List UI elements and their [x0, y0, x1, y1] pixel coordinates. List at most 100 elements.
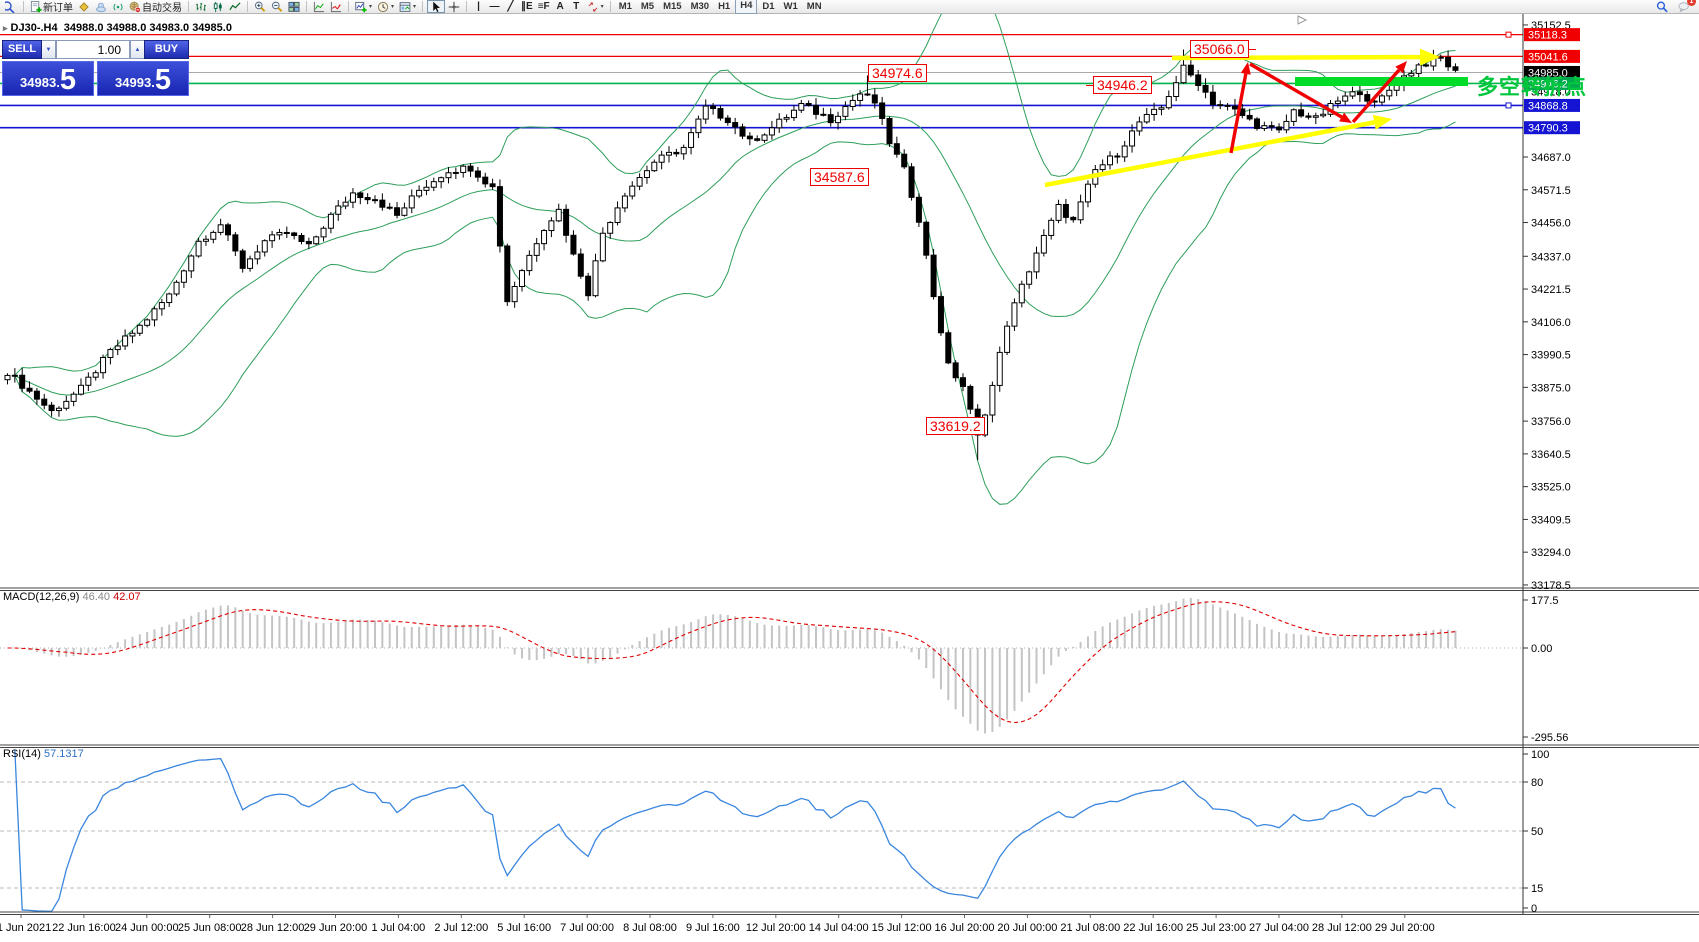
svg-text:33294.0: 33294.0: [1531, 547, 1571, 559]
text-button[interactable]: A: [553, 0, 568, 13]
timeframe-button-mn[interactable]: MN: [806, 1, 822, 12]
cursor-button[interactable]: [427, 0, 446, 13]
red-zigzag-up-2[interactable]: [1351, 61, 1407, 124]
red-zigzag-up-1[interactable]: [1229, 62, 1251, 154]
period-menu-button[interactable]: ▾: [375, 0, 396, 13]
chart-title: ▸ DJ30-.H4 34988.0 34988.0 34983.0 34985.…: [3, 22, 232, 34]
text-button-glyph: A: [556, 1, 564, 12]
price-callout-34946.2[interactable]: 34946.2: [1086, 76, 1152, 94]
arrows-tool-button[interactable]: ▾: [585, 0, 606, 13]
timeframe-button-m1[interactable]: M1: [618, 1, 632, 12]
svg-text:9 Jul 16:00: 9 Jul 16:00: [686, 922, 740, 934]
svg-text:2 Jul 12:00: 2 Jul 12:00: [434, 922, 488, 934]
autotrade-button-label: 自动交易: [142, 3, 182, 14]
new-chart-button[interactable]: ▾: [353, 0, 374, 13]
price-callout-34587.6[interactable]: 34587.6: [810, 168, 869, 186]
timeframe-button-h4[interactable]: H4: [735, 0, 758, 14]
red-zigzag-down[interactable]: [1249, 62, 1352, 123]
macd-panel: [0, 598, 1523, 734]
timeframe-button-m5[interactable]: M5: [640, 1, 655, 12]
price-callout-34974.6[interactable]: 34974.6: [868, 64, 927, 82]
trendline-button[interactable]: ╱: [503, 0, 518, 13]
dropdown-arrow-icon: ▾: [391, 4, 395, 10]
svg-text:21 Jun 2021: 21 Jun 2021: [0, 922, 51, 934]
new-chart-icon: [355, 1, 367, 13]
toolbar-separator: [23, 1, 24, 12]
styles-icon[interactable]: [76, 0, 92, 13]
timeframe-button-m15[interactable]: M15: [663, 1, 682, 12]
indicators-button[interactable]: [311, 0, 327, 13]
search-icon[interactable]: [1654, 0, 1670, 13]
price-axis: 35152.534918.034687.034571.534456.034337…: [1523, 20, 1580, 592]
text-label-button[interactable]: T: [569, 0, 584, 13]
timeframe-button-h1[interactable]: H1: [718, 1, 731, 12]
zoom-out-icon: [271, 1, 283, 13]
zoom-in-icon: [254, 1, 266, 13]
timeframe-button-d1[interactable]: D1: [762, 1, 775, 12]
volume-increase-button[interactable]: ▲: [130, 40, 144, 59]
fibonacci-button[interactable]: ≡F: [536, 0, 552, 13]
svg-text:15: 15: [1531, 883, 1543, 895]
crosshair-button[interactable]: [446, 0, 462, 13]
notifications-icon[interactable]: 1: [1676, 0, 1696, 13]
svg-text:27 Jul 04:00: 27 Jul 04:00: [1249, 922, 1309, 934]
timeframe-button-w1[interactable]: W1: [783, 1, 798, 12]
line-chart-button[interactable]: [227, 0, 243, 13]
horizontal-line-button-glyph: —: [489, 1, 500, 12]
zoom-out-button[interactable]: [269, 0, 285, 13]
magnifier-icon-partial[interactable]: [3, 0, 19, 13]
sell-button[interactable]: SELL: [2, 40, 42, 59]
tile-windows-button[interactable]: [286, 0, 302, 13]
buy-price-display[interactable]: 34993. 5: [97, 61, 189, 96]
community-icon[interactable]: [93, 0, 109, 13]
template-menu-button[interactable]: ▾: [397, 0, 418, 13]
drawn-annotations[interactable]: [1044, 48, 1468, 188]
indicator-window-button[interactable]: [328, 0, 344, 13]
autoscroll-marker[interactable]: [1297, 15, 1308, 25]
line-handle: [1505, 31, 1512, 38]
svg-text:22 Jun 16:00: 22 Jun 16:00: [52, 922, 116, 934]
toolbar-separator: [247, 1, 248, 12]
template-menu-icon: [399, 1, 411, 13]
price-callout-33619.2[interactable]: 33619.2: [926, 417, 985, 435]
period-menu-icon: [377, 1, 389, 13]
svg-text:12 Jul 20:00: 12 Jul 20:00: [746, 922, 806, 934]
new-order-button-label: 新订单: [43, 3, 73, 14]
bar-chart-button[interactable]: [193, 0, 209, 13]
buy-price-big: 5: [154, 64, 171, 96]
equidistant-channel-button-glyph: ∥E: [521, 1, 533, 12]
bull-bear-turning-point-note[interactable]: 多空转折点: [1477, 76, 1587, 99]
svg-text:20 Jul 00:00: 20 Jul 00:00: [997, 922, 1057, 934]
vertical-line-button-glyph: |: [477, 1, 480, 12]
volume-input[interactable]: [56, 40, 130, 59]
rsi-indicator-label: RSI(14) 57.1317: [3, 748, 84, 760]
sell-price-display[interactable]: 34983. 5: [2, 61, 94, 96]
svg-text:22 Jul 16:00: 22 Jul 16:00: [1123, 922, 1183, 934]
notification-badge: 1: [1687, 0, 1696, 6]
vertical-line-button[interactable]: |: [471, 0, 486, 13]
bollinger-bands: [14, 14, 1456, 505]
price-label-34790.3: [1524, 121, 1580, 135]
support-band[interactable]: [1295, 77, 1468, 86]
new-order-button[interactable]: 新订单: [28, 0, 75, 14]
buy-button[interactable]: BUY: [144, 40, 189, 59]
price-callout-35066.0[interactable]: 35066.0: [1190, 40, 1256, 58]
signals-icon[interactable]: [110, 0, 126, 13]
candlestick-chart-button[interactable]: [210, 0, 226, 13]
svg-text:100: 100: [1531, 749, 1549, 761]
autotrade-button[interactable]: 自动交易: [127, 0, 184, 14]
price-label-35118.3: [1524, 28, 1580, 42]
styles-icon-icon: [78, 1, 90, 13]
svg-text:0: 0: [1531, 903, 1537, 915]
equidistant-channel-button[interactable]: ∥E: [519, 0, 535, 13]
yellow-trend-arrow[interactable]: [1044, 114, 1392, 188]
zoom-in-button[interactable]: [252, 0, 268, 13]
svg-text:0.00: 0.00: [1531, 643, 1552, 655]
volume-decrease-button[interactable]: ▼: [42, 40, 56, 59]
svg-text:34985.0: 34985.0: [1528, 67, 1568, 79]
horizontal-line-button[interactable]: —: [487, 0, 502, 13]
toolbar-separator: [306, 1, 307, 12]
timeframe-button-m30[interactable]: M30: [690, 1, 710, 12]
cursor-icon: [430, 1, 442, 13]
